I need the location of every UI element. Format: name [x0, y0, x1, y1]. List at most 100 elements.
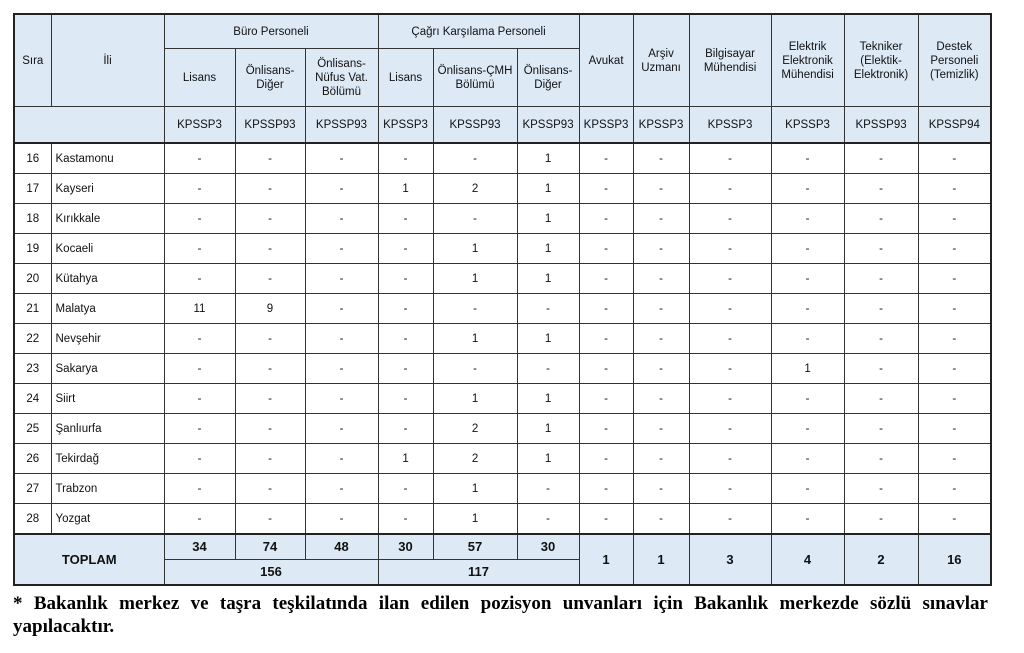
table-row: 25 Şanlıurfa - - - -2 1- - - - - -: [13, 413, 992, 444]
row-value: -: [843, 263, 919, 294]
header-col-2: Önlisans-Nüfus Vat. Bölümü: [304, 48, 379, 107]
row-ili: Siirt: [50, 383, 165, 414]
total-value: 48: [304, 533, 379, 560]
row-value: -: [770, 413, 845, 444]
table-row: 17 Kayseri - - -1 2 1- - - - - -: [13, 173, 992, 204]
row-value: -: [163, 233, 236, 264]
row-sira: 17: [13, 173, 52, 204]
row-value: -: [304, 473, 379, 504]
row-value: -: [163, 203, 236, 234]
cagri-total: 117: [377, 559, 580, 586]
total-value: 57: [432, 533, 518, 560]
row-value: 1: [516, 443, 580, 474]
row-value: -: [516, 353, 580, 384]
row-sira: 18: [13, 203, 52, 234]
row-value: -: [234, 473, 306, 504]
row-value: -: [578, 473, 634, 504]
row-value: -: [688, 173, 772, 204]
row-value: -: [234, 203, 306, 234]
header-code-4: KPSSP93: [432, 106, 518, 144]
row-value: -: [843, 503, 919, 535]
row-value: 1: [432, 323, 518, 354]
row-value: -: [632, 173, 690, 204]
buro-total: 156: [163, 559, 379, 586]
row-value: -: [578, 503, 634, 535]
row-value: -: [688, 142, 772, 174]
header-ili: İli: [50, 13, 165, 107]
header-code-10: KPSSP93: [843, 106, 919, 144]
row-value: -: [770, 473, 845, 504]
row-ili: Kütahya: [50, 263, 165, 294]
header-code-9: KPSSP3: [770, 106, 845, 144]
row-value: -: [163, 443, 236, 474]
row-value: -: [688, 353, 772, 384]
row-value: -: [632, 203, 690, 234]
row-value: -: [578, 323, 634, 354]
position-distribution-table: Sıra İli Büro Personeli Çağrı Karşılama …: [13, 13, 993, 586]
row-sira: 21: [13, 293, 52, 324]
row-value: -: [304, 263, 379, 294]
row-value: -: [516, 503, 580, 535]
row-value: -: [377, 142, 434, 174]
header-code-6: KPSSP3: [578, 106, 634, 144]
row-value: -: [843, 293, 919, 324]
row-value: -: [843, 142, 919, 174]
row-value: -: [843, 353, 919, 384]
row-value: -: [917, 293, 992, 324]
row-value: 1: [516, 383, 580, 414]
row-value: 1: [432, 503, 518, 535]
row-value: -: [377, 353, 434, 384]
row-value: -: [304, 503, 379, 535]
row-ili: Nevşehir: [50, 323, 165, 354]
row-sira: 27: [13, 473, 52, 504]
row-value: -: [304, 323, 379, 354]
table-row: 26 Tekirdağ - - -1 2 1- - - - - -: [13, 443, 992, 474]
total-value: 74: [234, 533, 306, 560]
row-sira: 28: [13, 503, 52, 535]
row-value: -: [234, 353, 306, 384]
header-code-3: KPSSP3: [377, 106, 434, 144]
table-row: 21 Malatya 11 9- - - - - - - - - -: [13, 293, 992, 324]
row-value: -: [304, 293, 379, 324]
row-value: -: [377, 503, 434, 535]
row-value: -: [843, 173, 919, 204]
row-value: -: [843, 443, 919, 474]
header-col-1: Önlisans-Diğer: [234, 48, 306, 107]
row-value: -: [770, 233, 845, 264]
header-col-8: Bilgisayar Mühendisi: [688, 13, 772, 107]
row-value: -: [377, 233, 434, 264]
row-value: -: [163, 503, 236, 535]
row-value: 1: [377, 443, 434, 474]
row-value: -: [377, 263, 434, 294]
row-value: -: [843, 233, 919, 264]
row-value: 1: [432, 233, 518, 264]
row-sira: 19: [13, 233, 52, 264]
total-value: 1: [578, 533, 634, 586]
header-group-cagri: Çağrı Karşılama Personeli: [377, 13, 580, 49]
row-value: -: [516, 473, 580, 504]
row-value: -: [234, 443, 306, 474]
row-value: -: [770, 383, 845, 414]
row-value: -: [770, 203, 845, 234]
table-row: 20 Kütahya - - - -1 1- - - - - -: [13, 263, 992, 294]
header-code-7: KPSSP3: [632, 106, 690, 144]
row-sira: 20: [13, 263, 52, 294]
row-sira: 24: [13, 383, 52, 414]
row-value: -: [578, 413, 634, 444]
row-value: -: [917, 473, 992, 504]
row-value: -: [163, 263, 236, 294]
row-value: -: [304, 233, 379, 264]
row-value: -: [377, 203, 434, 234]
row-value: 2: [432, 173, 518, 204]
row-value: -: [304, 173, 379, 204]
total-value: 2: [843, 533, 919, 586]
row-value: 1: [516, 203, 580, 234]
row-value: -: [917, 323, 992, 354]
header-col-5: Önlisans-Diğer: [516, 48, 580, 107]
footnote: * Bakanlık merkez ve taşra teşkilatında …: [13, 593, 988, 637]
row-value: -: [234, 142, 306, 174]
table-row: 18 Kırıkkale - - - - -1- - - - - -: [13, 203, 992, 234]
row-value: -: [632, 503, 690, 535]
row-ili: Kastamonu: [50, 142, 165, 174]
row-value: 1: [516, 142, 580, 174]
